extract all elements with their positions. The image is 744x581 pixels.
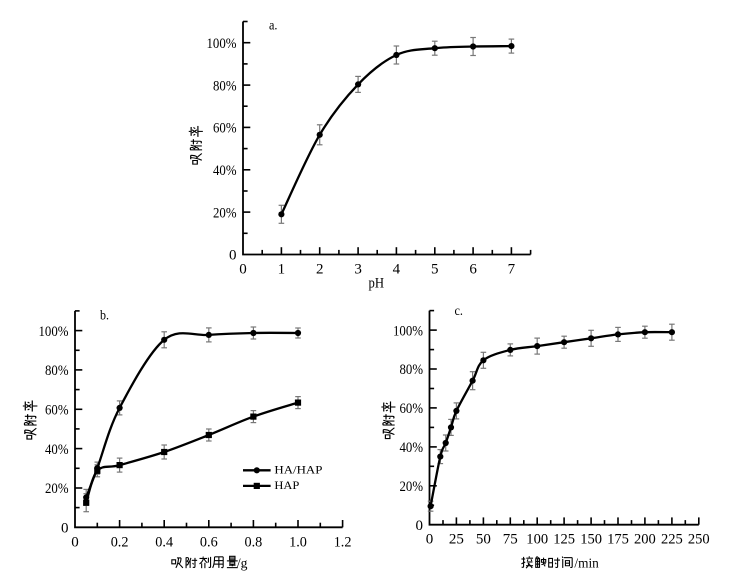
svg-text:80%: 80% bbox=[45, 363, 69, 379]
svg-text:HA/HAP: HA/HAP bbox=[274, 465, 322, 477]
svg-text:5: 5 bbox=[431, 261, 439, 277]
svg-text:0: 0 bbox=[416, 518, 424, 534]
svg-text:/g: /g bbox=[237, 557, 248, 572]
svg-text:40%: 40% bbox=[213, 163, 237, 179]
svg-text:b.: b. bbox=[100, 308, 109, 323]
svg-text:HAP: HAP bbox=[274, 480, 299, 492]
svg-text:25: 25 bbox=[449, 532, 464, 548]
svg-text:60%: 60% bbox=[45, 403, 69, 419]
svg-text:0: 0 bbox=[71, 534, 79, 550]
svg-text:0: 0 bbox=[229, 248, 237, 264]
svg-text:pH: pH bbox=[369, 276, 385, 292]
svg-text:0: 0 bbox=[426, 532, 434, 548]
svg-text:/min: /min bbox=[574, 557, 598, 572]
svg-text:125: 125 bbox=[553, 532, 575, 548]
svg-text:20%: 20% bbox=[45, 481, 69, 497]
svg-text:250: 250 bbox=[688, 532, 710, 548]
svg-text:150: 150 bbox=[580, 532, 602, 548]
svg-text:1.0: 1.0 bbox=[289, 534, 307, 550]
svg-text:80%: 80% bbox=[400, 362, 424, 378]
svg-text:4: 4 bbox=[393, 261, 401, 277]
svg-text:1: 1 bbox=[278, 261, 286, 277]
svg-text:175: 175 bbox=[607, 532, 629, 548]
svg-text:0: 0 bbox=[239, 261, 247, 277]
svg-text:0.4: 0.4 bbox=[155, 534, 173, 550]
svg-text:50: 50 bbox=[476, 532, 491, 548]
svg-text:60%: 60% bbox=[400, 401, 424, 417]
svg-text:a.: a. bbox=[269, 19, 278, 34]
svg-text:60%: 60% bbox=[213, 121, 237, 137]
svg-text:3: 3 bbox=[354, 261, 362, 277]
svg-text:40%: 40% bbox=[45, 442, 69, 458]
svg-text:0.8: 0.8 bbox=[245, 534, 263, 550]
svg-text:100%: 100% bbox=[39, 324, 69, 340]
svg-text:c.: c. bbox=[455, 304, 464, 319]
svg-text:1.2: 1.2 bbox=[334, 534, 352, 550]
svg-text:6: 6 bbox=[469, 261, 477, 277]
svg-text:80%: 80% bbox=[213, 78, 237, 94]
svg-text:225: 225 bbox=[661, 532, 683, 548]
svg-text:2: 2 bbox=[316, 261, 324, 277]
svg-text:40%: 40% bbox=[400, 440, 424, 456]
svg-text:100%: 100% bbox=[393, 323, 423, 339]
svg-text:100: 100 bbox=[526, 532, 548, 548]
svg-text:20%: 20% bbox=[400, 479, 424, 495]
svg-text:0.6: 0.6 bbox=[200, 534, 218, 550]
svg-text:75: 75 bbox=[503, 532, 518, 548]
svg-text:0: 0 bbox=[61, 521, 69, 537]
svg-text:20%: 20% bbox=[213, 205, 237, 221]
svg-text:0.2: 0.2 bbox=[111, 534, 129, 550]
svg-text:200: 200 bbox=[634, 532, 656, 548]
svg-text:100%: 100% bbox=[207, 36, 237, 52]
svg-text:7: 7 bbox=[508, 261, 516, 277]
